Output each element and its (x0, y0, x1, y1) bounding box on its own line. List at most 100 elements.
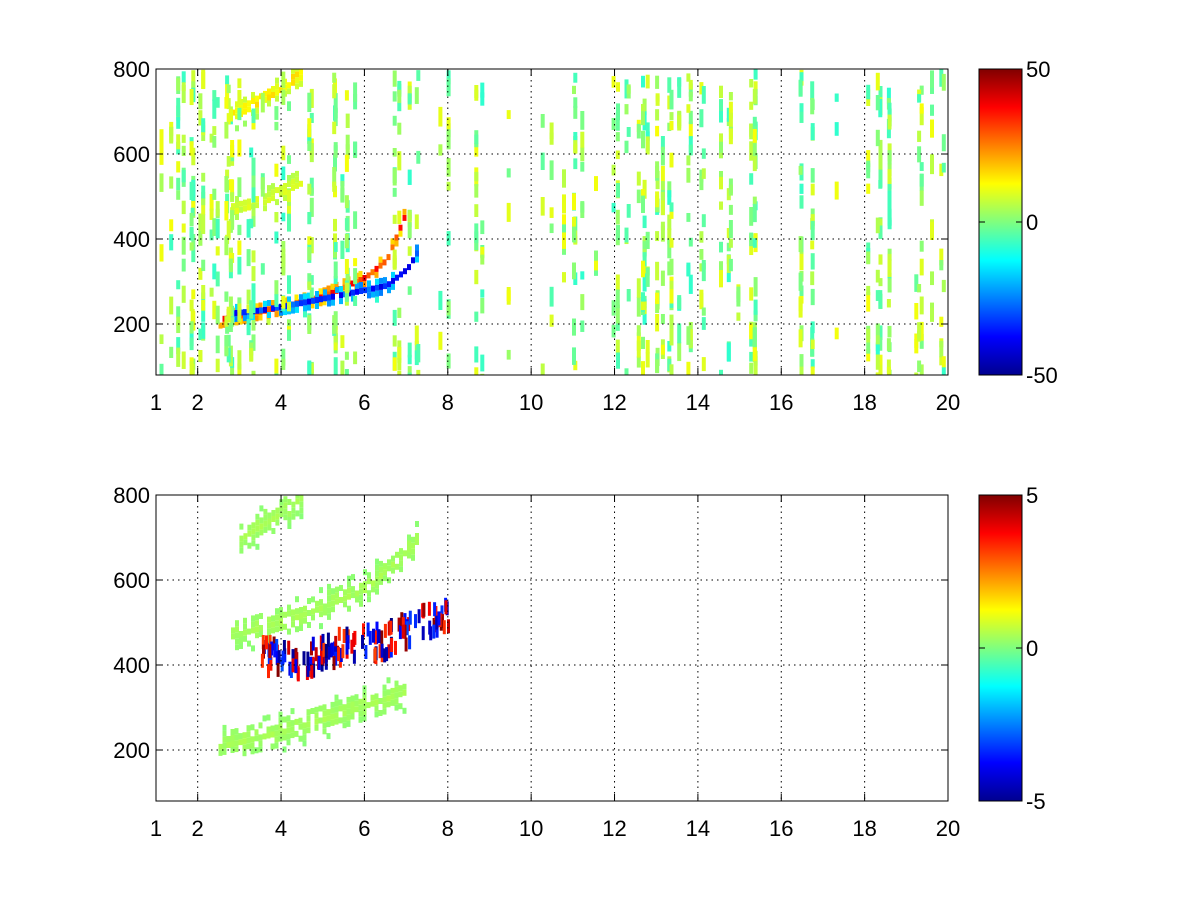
heatmap-cell (914, 372, 919, 375)
heatmap-cell (276, 662, 280, 677)
heatmap-cell (367, 286, 371, 293)
heatmap-cell (397, 151, 402, 171)
heatmap-cell (265, 635, 268, 650)
heatmap-cell (340, 174, 345, 186)
heatmap-cell (298, 717, 303, 724)
heatmap-cell (201, 285, 206, 300)
heatmap-cell (392, 255, 397, 270)
heatmap-cell (383, 563, 387, 570)
heatmap-cell (810, 321, 815, 334)
heatmap-cell (307, 247, 312, 261)
heatmap-cell (255, 632, 259, 639)
heatmap-cell (361, 634, 364, 649)
heatmap-cell (405, 621, 409, 636)
y-tick-label: 600 (113, 142, 150, 167)
heatmap-cell (246, 743, 251, 750)
heatmap-cell (878, 225, 883, 239)
heatmap-cell (344, 259, 349, 275)
heatmap-cell (415, 244, 419, 251)
heatmap-cell (753, 81, 758, 95)
heatmap-cell (295, 71, 299, 78)
heatmap-cell (267, 185, 271, 192)
heatmap-cell (615, 150, 620, 160)
heatmap-cell (701, 260, 706, 270)
heatmap-cell (212, 126, 217, 136)
heatmap-cell (752, 238, 757, 248)
colorbar-tick-label: 0 (1026, 210, 1038, 235)
heatmap-cell (291, 609, 295, 616)
heatmap-cell (636, 356, 641, 368)
heatmap-cell (281, 145, 286, 161)
heatmap-cell (176, 306, 181, 318)
heatmap-cell (667, 358, 672, 372)
heatmap-cell (371, 586, 375, 593)
heatmap-cell (749, 323, 754, 340)
heatmap-cell (386, 701, 391, 708)
heatmap-cell (287, 181, 291, 187)
heatmap-cell (330, 283, 335, 290)
heatmap-cell (941, 356, 946, 368)
heatmap-cell (279, 191, 283, 197)
heatmap-cell (719, 111, 723, 123)
heatmap-cell (270, 725, 275, 732)
heatmap-cell (941, 134, 946, 152)
heatmap-cell (645, 352, 650, 368)
heatmap-cell (641, 75, 645, 88)
heatmap-cell (176, 77, 181, 91)
heatmap-cell (299, 294, 303, 301)
heatmap-cell (226, 742, 231, 748)
heatmap-cell (290, 732, 295, 739)
heatmap-cell (258, 722, 263, 729)
x-tick-label: 4 (275, 390, 287, 415)
heatmap-cell (719, 261, 723, 278)
heatmap-cell (181, 82, 186, 91)
heatmap-cell (834, 93, 839, 102)
heatmap-cell (878, 325, 883, 341)
heatmap-cell (307, 598, 311, 604)
x-tick-label: 1 (150, 816, 162, 841)
heatmap-cell (347, 575, 351, 582)
heatmap-cell (294, 294, 299, 301)
heatmap-cell (390, 638, 394, 652)
heatmap-cell (383, 623, 387, 638)
heatmap-cell (344, 369, 349, 375)
heatmap-cell (540, 152, 545, 170)
heatmap-cell (353, 258, 358, 267)
heatmap-cell (235, 214, 239, 220)
heatmap-cell (255, 113, 259, 120)
heatmap-cell (402, 208, 407, 215)
heatmap-cell (655, 95, 660, 106)
heatmap-cell (875, 335, 880, 346)
heatmap-cell (728, 184, 733, 196)
heatmap-cell (274, 280, 279, 296)
heatmap-cell (642, 248, 647, 267)
heatmap-cell (259, 613, 263, 619)
heatmap-cell (391, 561, 395, 568)
heatmap-cell (624, 227, 629, 243)
heatmap-cell (353, 295, 358, 306)
heatmap-cell (334, 700, 339, 707)
heatmap-cell (374, 699, 379, 706)
heatmap-cell (799, 253, 804, 271)
heatmap-cell (686, 104, 691, 113)
heatmap-cell (295, 626, 299, 633)
heatmap-cell (279, 309, 283, 316)
heatmap-cell (255, 543, 260, 550)
heatmap-cell (251, 621, 255, 628)
heatmap-cell (719, 270, 723, 288)
heatmap-cell (939, 69, 944, 87)
heatmap-cell (688, 144, 693, 156)
heatmap-cell (323, 295, 327, 302)
heatmap-cell (237, 303, 242, 322)
heatmap-cell (274, 294, 279, 307)
heatmap-cell (382, 259, 387, 266)
heatmap-cell (333, 107, 338, 119)
heatmap-cell (306, 709, 311, 716)
heatmap-cell (198, 328, 203, 341)
heatmap-cell (271, 305, 275, 312)
heatmap-cell (736, 312, 741, 321)
heatmap-cell (267, 616, 271, 623)
heatmap-cell (235, 196, 239, 202)
heatmap-cell (669, 258, 674, 276)
heatmap-cell (798, 272, 803, 291)
